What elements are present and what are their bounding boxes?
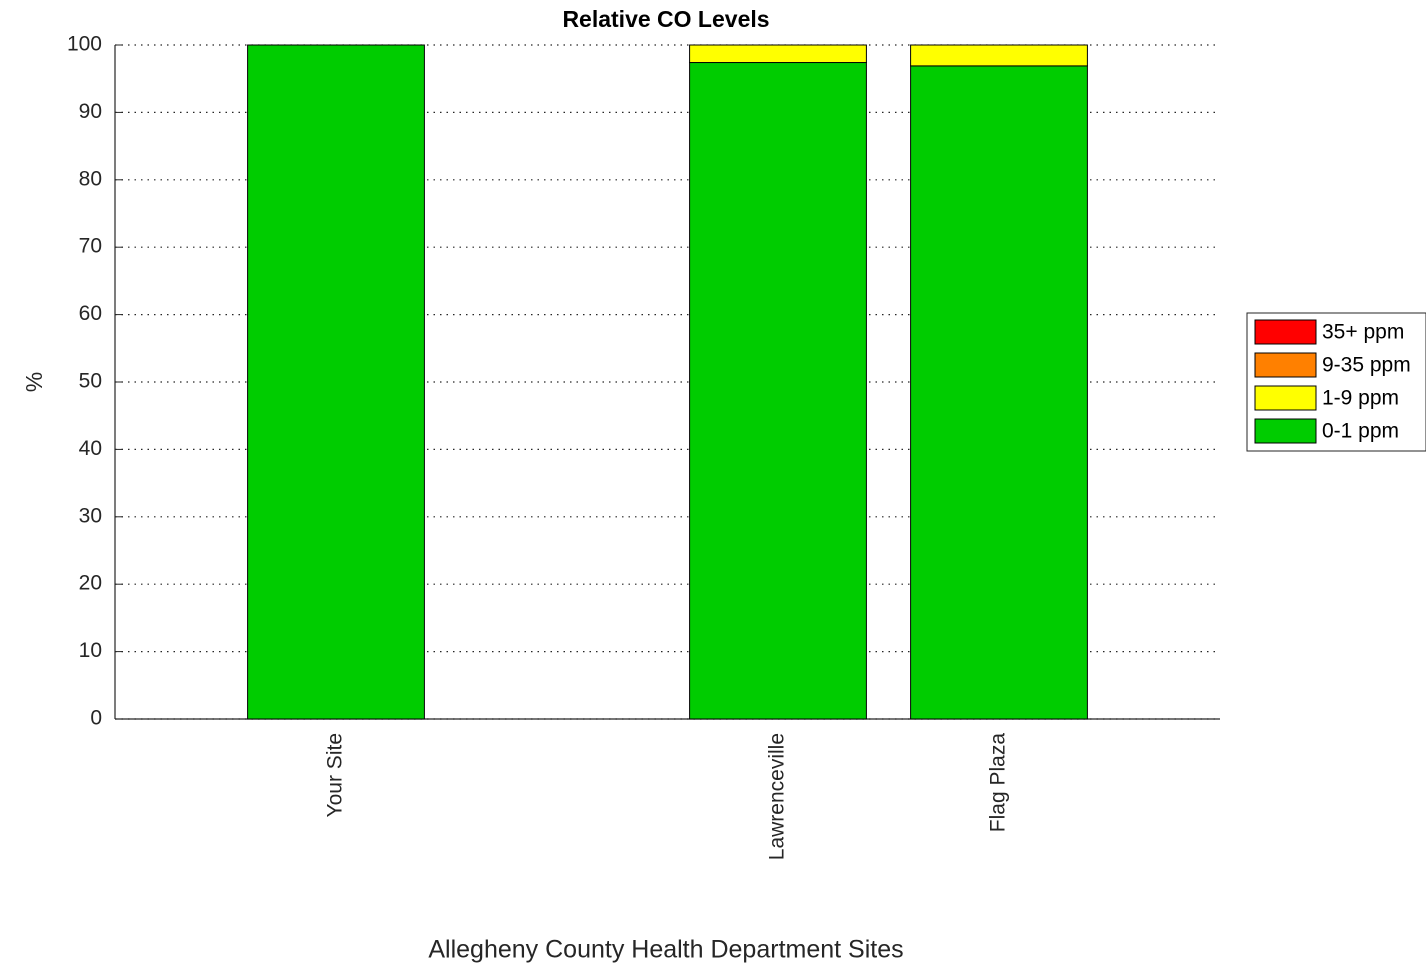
bar-segment	[247, 44, 425, 720]
legend-label: 35+ ppm	[1322, 321, 1404, 344]
y-tick-label: 40	[79, 437, 102, 460]
legend-swatch	[1254, 352, 1317, 378]
y-tick-label: 0	[90, 707, 102, 730]
y-tick-label: 90	[79, 100, 102, 123]
bar-segment	[689, 44, 867, 64]
chart-title: Relative CO Levels	[562, 6, 769, 32]
y-tick-label: 10	[79, 639, 102, 662]
legend-label: 9-35 ppm	[1322, 354, 1411, 377]
y-tick-label: 60	[79, 302, 102, 325]
legend-label: 1-9 ppm	[1322, 387, 1399, 410]
y-tick-label: 70	[79, 235, 102, 258]
bar-segment	[689, 62, 867, 720]
y-tick-label: 100	[67, 33, 102, 56]
legend-swatch	[1254, 418, 1317, 444]
y-tick-label: 30	[79, 504, 102, 527]
legend-label: 0-1 ppm	[1322, 420, 1399, 443]
y-tick-label: 50	[79, 370, 102, 393]
x-tick-label: Lawrenceville	[766, 733, 789, 860]
x-axis-label: Allegheny County Health Department Sites	[428, 936, 903, 964]
x-tick-label: Your Site	[324, 733, 347, 817]
bar-segment	[910, 44, 1088, 67]
y-axis-label: %	[21, 372, 47, 392]
x-tick-label: Flag Plaza	[987, 733, 1010, 833]
y-tick-label: 80	[79, 167, 102, 190]
y-tick-label: 20	[79, 572, 102, 595]
legend-swatch	[1254, 319, 1317, 345]
legend-swatch	[1254, 385, 1317, 411]
bar-segment	[910, 65, 1088, 720]
